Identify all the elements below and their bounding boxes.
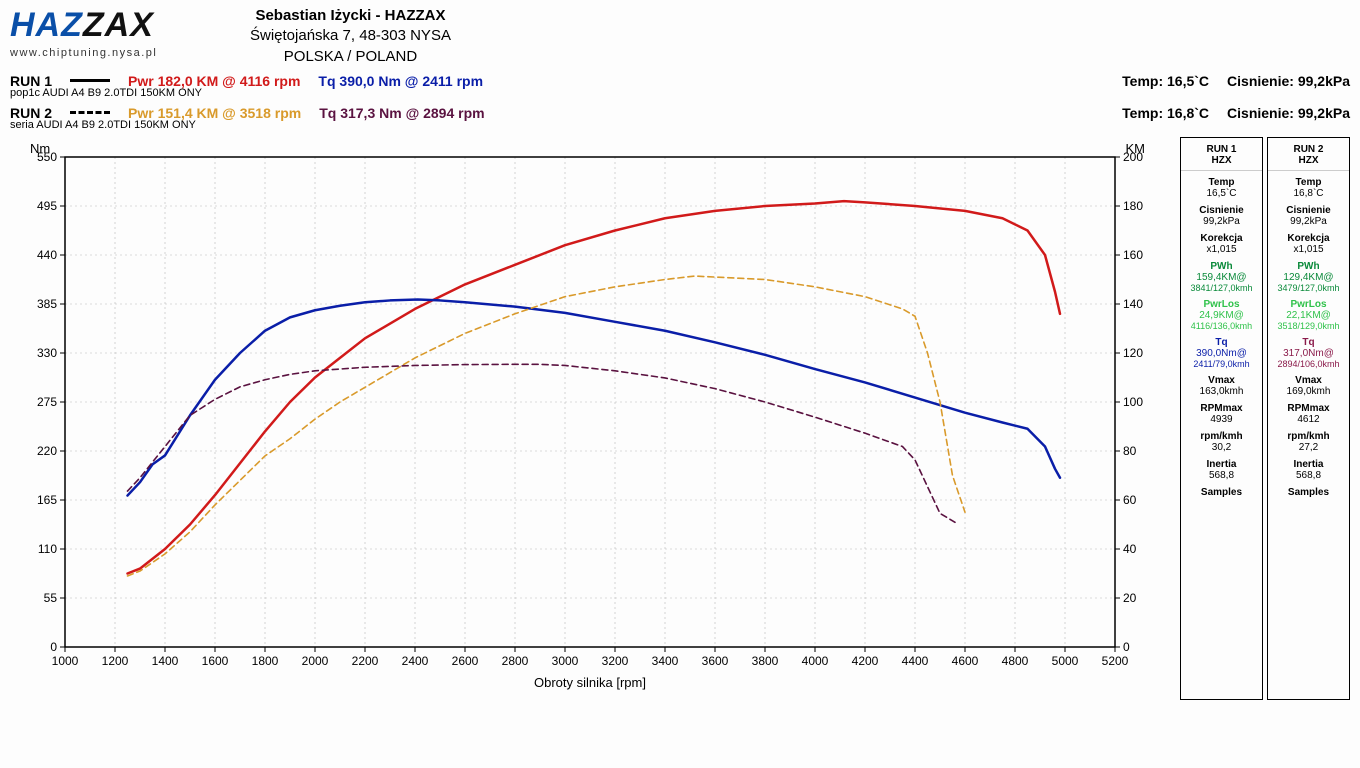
svg-text:2000: 2000 [302,654,329,668]
svg-text:2600: 2600 [452,654,479,668]
svg-text:275: 275 [37,395,57,409]
svg-text:4000: 4000 [802,654,829,668]
svg-text:80: 80 [1123,444,1137,458]
svg-text:100: 100 [1123,395,1143,409]
run1-press: Cisnienie: 99,2kPa [1227,73,1350,89]
svg-text:KM: KM [1126,141,1146,156]
svg-text:1000: 1000 [52,654,79,668]
company-line3: POLSKA / POLAND [250,47,451,67]
svg-text:120: 120 [1123,346,1143,360]
svg-text:3600: 3600 [702,654,729,668]
svg-text:Obroty silnika [rpm]: Obroty silnika [rpm] [534,675,646,690]
svg-text:5200: 5200 [1102,654,1129,668]
svg-text:1400: 1400 [152,654,179,668]
svg-text:165: 165 [37,493,57,507]
side-col-run2: RUN 2HZXTemp16,8`CCisnienie99,2kPaKorekc… [1267,137,1350,700]
svg-text:60: 60 [1123,493,1137,507]
svg-text:220: 220 [37,444,57,458]
svg-text:1600: 1600 [202,654,229,668]
logo-part-haz: HAZ [10,6,83,44]
svg-text:180: 180 [1123,199,1143,213]
svg-text:2400: 2400 [402,654,429,668]
logo-block: HAZZAX www.chiptuning.nysa.pl [10,6,230,59]
svg-text:385: 385 [37,297,57,311]
side-col-run1: RUN 1HZXTemp16,5`CCisnienie99,2kPaKorekc… [1180,137,1263,700]
run1-tq: Tq 390,0 Nm @ 2411 rpm [318,73,483,89]
svg-text:55: 55 [44,591,58,605]
logo-url: www.chiptuning.nysa.pl [10,47,230,59]
chart-area: 1000120014001600180020002200240026002800… [10,137,1172,700]
dyno-chart: 1000120014001600180020002200240026002800… [10,137,1170,697]
run2-dash-icon [70,111,110,114]
svg-text:Nm: Nm [30,141,50,156]
side-panel: RUN 1HZXTemp16,5`CCisnienie99,2kPaKorekc… [1180,137,1350,700]
run2-press: Cisnienie: 99,2kPa [1227,105,1350,121]
svg-text:40: 40 [1123,542,1137,556]
svg-text:0: 0 [1123,640,1130,654]
svg-text:0: 0 [50,640,57,654]
svg-text:4600: 4600 [952,654,979,668]
run1-temp: Temp: 16,5`C [1122,73,1209,89]
svg-text:2200: 2200 [352,654,379,668]
svg-text:3400: 3400 [652,654,679,668]
svg-text:4400: 4400 [902,654,929,668]
company-info: Sebastian Iżycki - HAZZAX Świętojańska 7… [250,6,451,67]
svg-text:330: 330 [37,346,57,360]
svg-text:160: 160 [1123,248,1143,262]
company-line2: Świętojańska 7, 48-303 NYSA [250,26,451,46]
svg-text:3800: 3800 [752,654,779,668]
svg-text:3000: 3000 [552,654,579,668]
logo-part-zax: ZAX [83,6,154,44]
run1-dash-icon [70,79,110,82]
svg-text:110: 110 [38,542,57,556]
run2-temp: Temp: 16,8`C [1122,105,1209,121]
svg-text:4200: 4200 [852,654,879,668]
svg-text:495: 495 [37,199,57,213]
svg-text:440: 440 [37,248,57,262]
svg-text:140: 140 [1123,297,1143,311]
svg-text:20: 20 [1123,591,1137,605]
svg-text:1800: 1800 [252,654,279,668]
logo: HAZZAX [10,6,230,45]
run2-tq: Tq 317,3 Nm @ 2894 rpm [319,105,484,121]
svg-text:1200: 1200 [102,654,129,668]
header: HAZZAX www.chiptuning.nysa.pl Sebastian … [10,6,1350,67]
svg-text:3200: 3200 [602,654,629,668]
svg-text:5000: 5000 [1052,654,1079,668]
svg-text:4800: 4800 [1002,654,1029,668]
company-line1: Sebastian Iżycki - HAZZAX [250,6,451,26]
svg-text:2800: 2800 [502,654,529,668]
